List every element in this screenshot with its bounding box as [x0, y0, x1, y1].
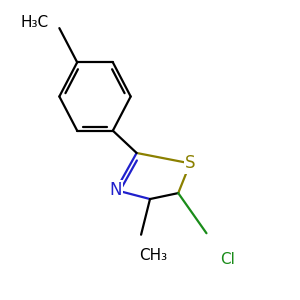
Text: Cl: Cl [220, 253, 235, 268]
Text: H₃C: H₃C [20, 15, 48, 30]
Text: CH₃: CH₃ [139, 248, 167, 263]
Text: N: N [110, 181, 122, 199]
Text: S: S [185, 154, 195, 172]
